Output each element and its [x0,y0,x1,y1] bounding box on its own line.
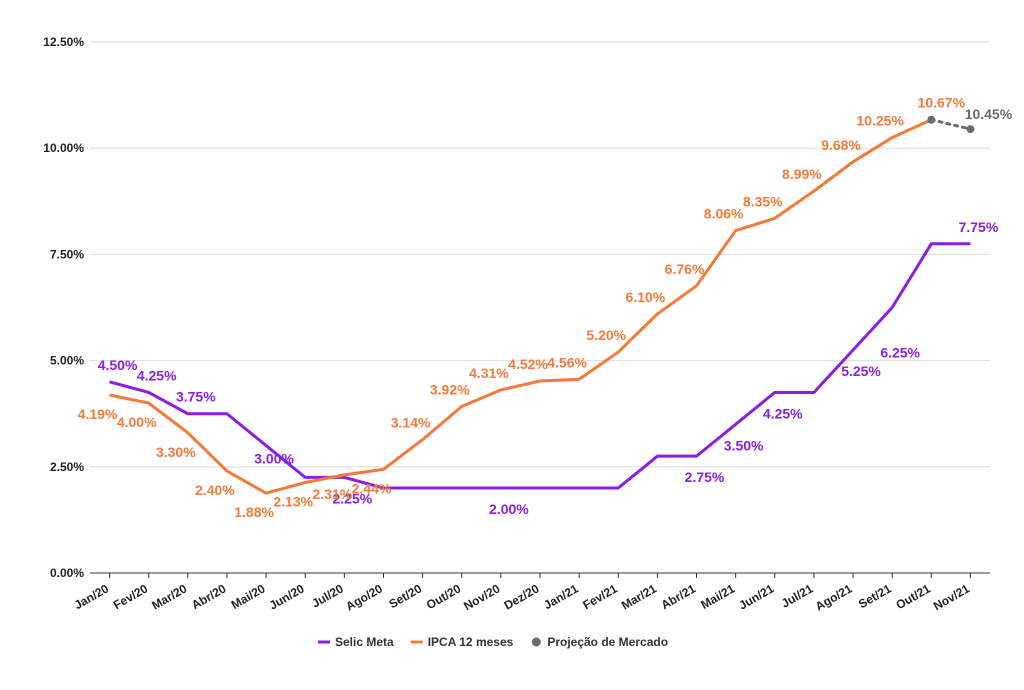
data-label: 10.67% [918,95,966,111]
legend-swatch [531,637,541,647]
point [927,115,936,124]
x-tick-label: Nov/20 [461,581,502,613]
data-label: 8.06% [704,206,744,222]
y-tick-label: 10.00% [43,141,84,155]
data-label: 10.25% [856,113,904,129]
y-tick-label: 7.50% [50,247,84,261]
y-tick-label: 12.50% [43,35,84,49]
x-tick-label: Set/20 [386,581,424,611]
x-tick-label: Dez/20 [502,581,542,612]
data-label: 4.25% [137,367,177,383]
x-tick-label: Jan/21 [541,581,581,612]
data-label: 7.75% [959,219,999,235]
x-tick-label: Mai/21 [698,581,737,612]
series-line [109,242,971,490]
y-tick-label: 0.00% [50,566,84,580]
data-label: 2.31% [312,486,352,502]
data-label: 4.31% [469,365,509,381]
data-label: 2.25% [332,490,372,506]
data-label: 4.19% [78,406,118,422]
y-tick-label: 2.50% [50,460,84,474]
data-label: 2.00% [489,501,529,517]
x-tick-label: Jun/20 [267,581,307,612]
x-tick-label: Ago/21 [813,581,855,613]
y-tick-label: 5.00% [50,354,84,368]
data-label: 6.25% [880,345,920,361]
x-tick-label: Jun/21 [736,581,776,612]
data-label: 5.25% [841,363,881,379]
data-label: 6.10% [626,289,666,305]
x-tick-label: Abr/20 [189,581,229,612]
data-label: 3.75% [176,389,216,405]
data-label: 4.52% [508,356,548,372]
data-label: 10.45% [965,106,1013,122]
data-label: 3.92% [430,381,470,397]
x-tick-label: Abr/21 [659,581,699,612]
x-tick-label: Mar/21 [619,581,659,612]
legend-label: Projeção de Mercado [547,635,668,649]
legend-label: IPCA 12 meses [428,635,514,649]
x-tick-label: Mai/20 [229,581,268,612]
data-label: 4.56% [547,354,587,370]
data-label: 4.25% [763,405,803,421]
data-label: 3.00% [254,451,294,467]
x-tick-label: Nov/21 [931,581,972,613]
legend-item: Selic Meta [318,635,394,649]
x-tick-label: Out/21 [893,581,933,612]
legend-label: Selic Meta [335,635,394,649]
data-label: 8.35% [743,193,783,209]
point [966,125,975,134]
legend-item: Projeção de Mercado [531,635,668,649]
data-label: 8.99% [782,166,822,182]
data-label: 5.20% [586,327,626,343]
data-label: 4.50% [98,357,138,373]
data-label: 3.14% [391,415,431,431]
data-label: 9.68% [821,137,861,153]
x-tick-label: Fev/21 [580,581,620,612]
x-tick-label: Jul/21 [779,581,816,610]
x-tick-label: Jul/20 [309,581,346,610]
data-label: 2.75% [685,469,725,485]
data-label: 3.30% [156,444,196,460]
x-tick-label: Fev/20 [111,581,151,612]
x-tick-label: Out/20 [424,581,464,612]
data-label: 6.76% [665,261,705,277]
x-tick-label: Ago/20 [343,581,385,613]
data-label: 2.13% [273,494,313,510]
x-tick-label: Jan/20 [72,581,112,612]
data-label: 3.50% [724,437,764,453]
data-label: 2.44% [352,480,392,496]
x-tick-label: Set/21 [856,581,894,611]
data-label: 4.00% [117,414,157,430]
data-label: 2.40% [195,482,235,498]
legend-item: IPCA 12 meses [410,635,514,649]
series-line [929,118,972,131]
data-label: 1.88% [234,504,274,520]
series-line [109,118,932,495]
x-tick-label: Mar/20 [149,581,189,612]
